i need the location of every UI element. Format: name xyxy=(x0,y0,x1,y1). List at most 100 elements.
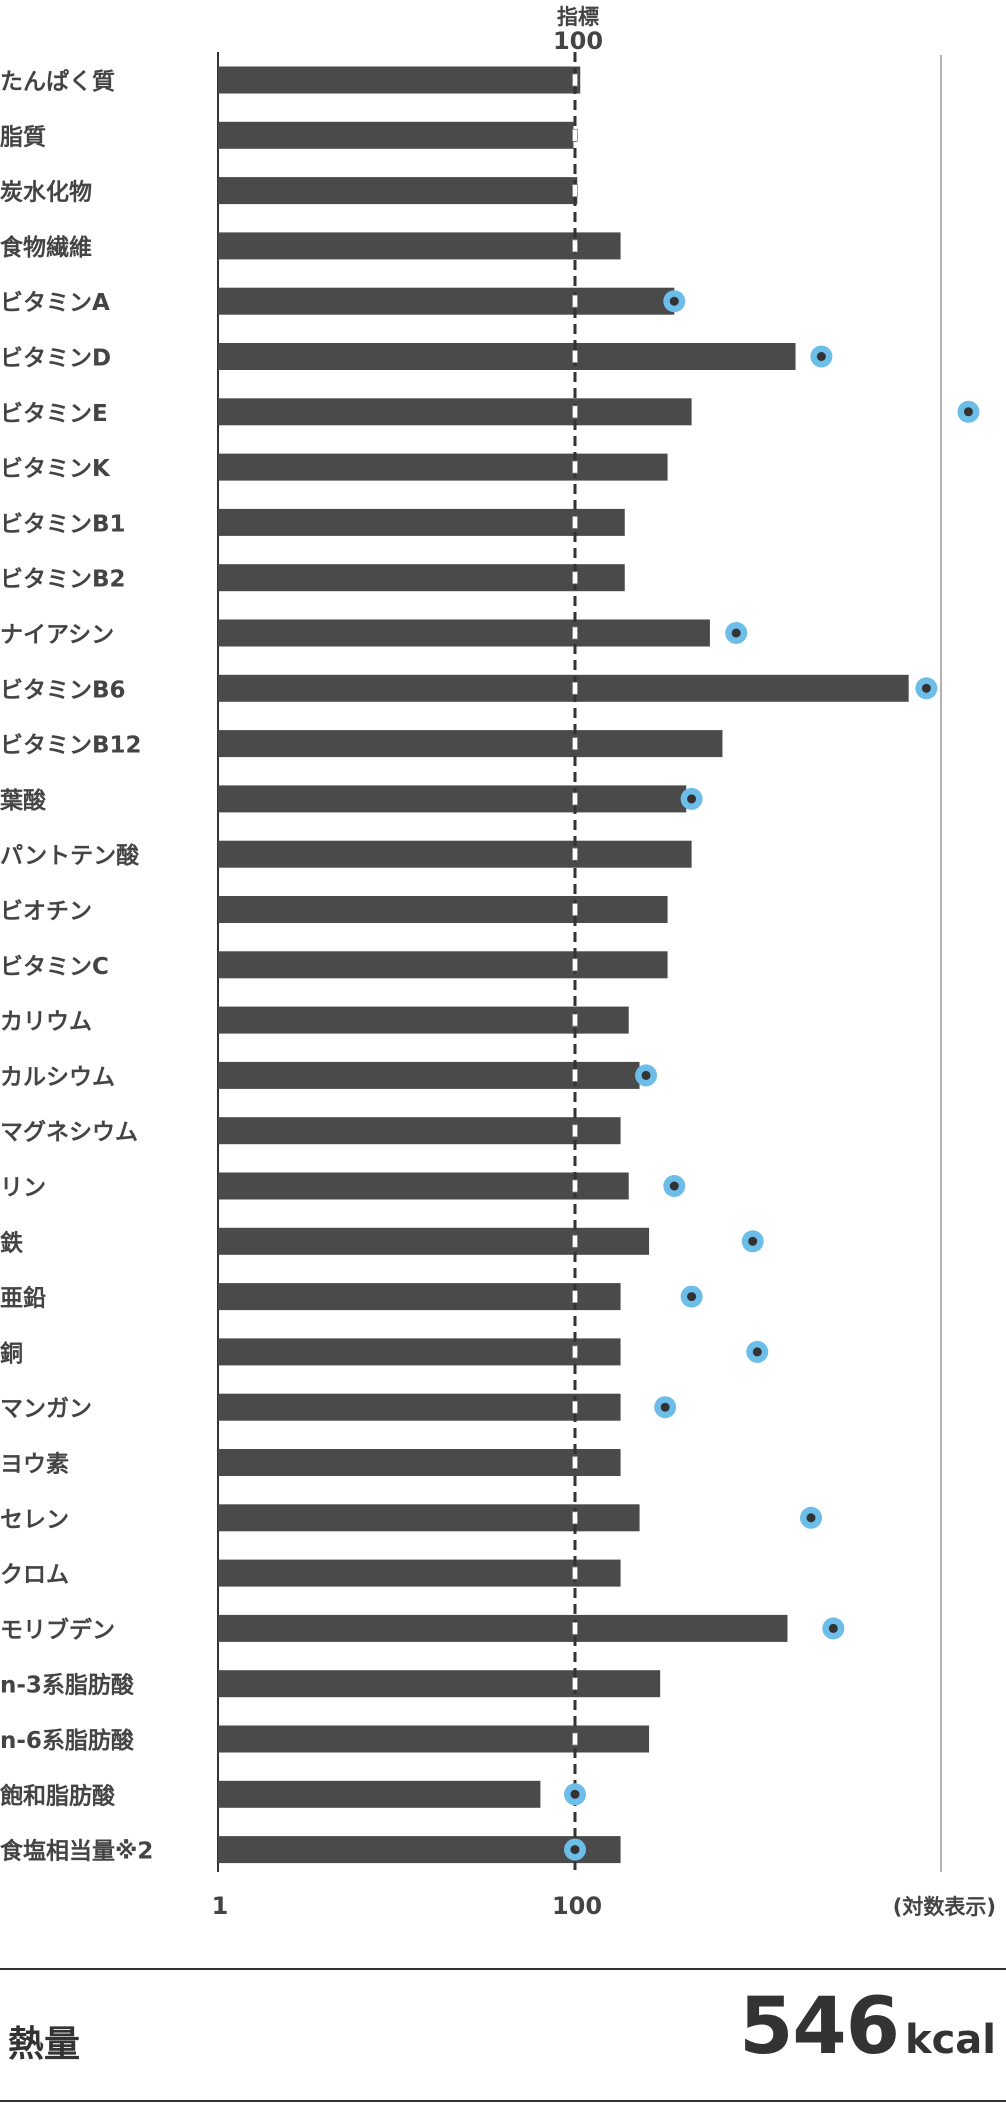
bar xyxy=(218,453,668,481)
marker xyxy=(822,1617,845,1640)
category-label: ビタミンC xyxy=(0,954,109,980)
reference-tick xyxy=(572,681,578,695)
category-label: n-3系脂肪酸 xyxy=(0,1672,135,1699)
bar xyxy=(218,177,578,205)
bar xyxy=(218,1393,621,1421)
category-label: モリブデン xyxy=(0,1616,115,1643)
marker xyxy=(741,1230,764,1253)
reference-tick xyxy=(572,1179,578,1193)
category-label: たんぱく質 xyxy=(0,68,115,95)
bar xyxy=(218,1504,640,1532)
bar xyxy=(218,1172,629,1200)
marker xyxy=(680,787,703,810)
marker-dot xyxy=(748,1236,758,1246)
reference-tick xyxy=(572,1013,578,1027)
bar xyxy=(218,1614,788,1642)
category-label: マンガン xyxy=(0,1396,92,1422)
bar xyxy=(218,343,796,370)
marker xyxy=(663,1175,686,1197)
category-label: ビタミンB2 xyxy=(0,567,126,593)
reference-tick xyxy=(572,626,578,640)
category-label: リン xyxy=(0,1175,46,1201)
category-label: ビタミンK xyxy=(0,456,111,482)
category-label: 炭水化物 xyxy=(0,179,92,206)
reference-tick xyxy=(572,405,578,419)
marker-dot xyxy=(641,1070,651,1080)
bar xyxy=(218,1780,541,1808)
bar xyxy=(218,1006,629,1034)
bar xyxy=(218,508,625,536)
energy-unit: kcal xyxy=(904,2017,996,2063)
x-axis-note: (対数表示) xyxy=(893,1895,996,1919)
category-label: 飽和脂肪酸 xyxy=(0,1782,116,1809)
category-label: ビタミンA xyxy=(0,290,110,316)
category-label: カリウム xyxy=(0,1009,92,1035)
marker xyxy=(663,290,686,313)
x-tick-label: 100 xyxy=(552,1892,602,1920)
energy-value: 546 kcal xyxy=(739,1982,996,2072)
reference-tick xyxy=(572,128,578,142)
category-label: ビタミンB1 xyxy=(0,511,126,537)
category-label: n-6系脂肪酸 xyxy=(0,1727,135,1754)
category-label: ビタミンD xyxy=(0,346,111,372)
marker-dot xyxy=(963,407,973,417)
chart-markers xyxy=(564,290,980,1861)
bar xyxy=(218,1283,621,1311)
marker xyxy=(635,1064,658,1087)
category-label: ナイアシン xyxy=(0,622,114,648)
marker-dot xyxy=(687,1292,697,1302)
bar xyxy=(218,1559,621,1587)
reference-tick xyxy=(572,239,578,253)
category-label: クロム xyxy=(0,1562,69,1588)
reference-tick xyxy=(572,1677,578,1691)
x-tick-label: 1 xyxy=(212,1892,229,1920)
reference-tick xyxy=(572,1400,578,1414)
bar xyxy=(218,1836,621,1864)
bar xyxy=(218,1117,621,1145)
reference-tick xyxy=(572,350,578,363)
energy-number: 546 xyxy=(739,1982,900,2072)
category-label: 脂質 xyxy=(0,124,46,150)
category-label: ビオチン xyxy=(0,899,92,925)
bar xyxy=(218,121,574,149)
marker-dot xyxy=(731,628,741,638)
marker-dot xyxy=(752,1347,762,1357)
marker-dot xyxy=(921,683,931,693)
marker-dot xyxy=(806,1513,816,1523)
energy-label: 熱量 xyxy=(8,2024,81,2065)
marker-dot xyxy=(570,1789,580,1799)
bottom-divider xyxy=(0,2100,1006,2102)
reference-tick xyxy=(572,184,578,198)
bar xyxy=(218,619,710,647)
bar xyxy=(218,730,723,758)
bar xyxy=(218,1227,650,1255)
marker-dot xyxy=(669,296,679,306)
marker-dot xyxy=(660,1402,670,1412)
bar xyxy=(218,1061,640,1089)
category-label: ヨウ素 xyxy=(0,1451,69,1478)
category-label: パントテン酸 xyxy=(0,843,140,869)
reference-tick xyxy=(572,1566,578,1580)
category-label: 食物繊維 xyxy=(0,234,92,261)
bar xyxy=(218,66,581,94)
marker xyxy=(915,677,938,700)
x-axis-ticks: 1 100 (対数表示) xyxy=(212,1892,996,1920)
category-label: ビタミンE xyxy=(0,401,108,427)
category-label: ビタミンB12 xyxy=(0,733,142,759)
reference-tick xyxy=(572,847,578,861)
bar xyxy=(218,785,687,813)
marker xyxy=(680,1285,703,1308)
bar xyxy=(218,232,621,260)
category-label: 葉酸 xyxy=(0,788,47,814)
category-label: 鉄 xyxy=(0,1229,23,1256)
reference-tick xyxy=(572,792,578,806)
marker xyxy=(957,400,980,423)
reference-tick xyxy=(572,571,578,585)
bar xyxy=(218,1449,621,1476)
bar xyxy=(218,951,668,979)
category-label: セレン xyxy=(0,1507,69,1533)
top-divider xyxy=(0,1968,1006,1970)
bar xyxy=(218,1725,650,1753)
